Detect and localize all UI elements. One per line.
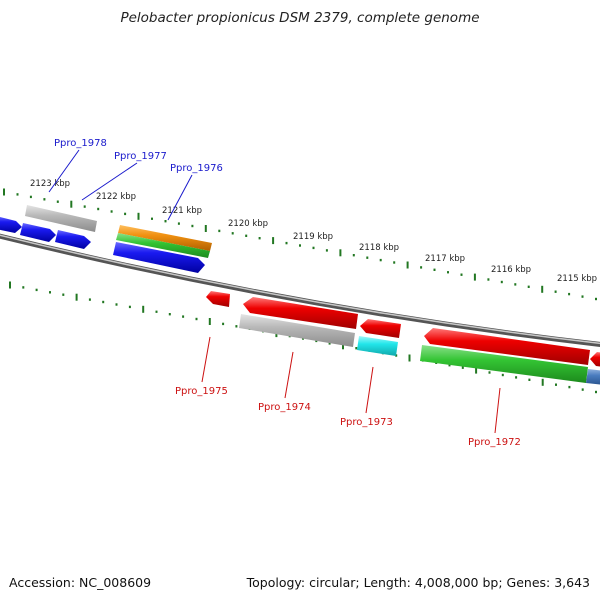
accession-label: Accession: NC_008609: [9, 575, 152, 590]
top-strand-features: [0, 205, 212, 273]
gene-block-orange[interactable]: [118, 225, 212, 251]
gene-arrow[interactable]: [113, 242, 205, 273]
gene-arrow[interactable]: [424, 328, 590, 365]
gene-block-gray[interactable]: [239, 314, 355, 347]
gene-arrow[interactable]: [0, 216, 22, 233]
gene-label-top[interactable]: Ppro_1977: [114, 151, 167, 162]
gene-arrow[interactable]: [360, 319, 401, 338]
genome-backbone: [0, 233, 600, 347]
leader-lines: [48, 149, 501, 434]
gene-block-gray[interactable]: [25, 205, 97, 232]
kbp-label: 2118 kbp: [359, 243, 399, 253]
gene-labels: Ppro_1978 Ppro_1977 Ppro_1976 Ppro_1975 …: [54, 138, 521, 448]
gene-label-bottom[interactable]: Ppro_1973: [340, 417, 393, 428]
gene-arrow[interactable]: [243, 297, 358, 329]
kbp-label: 2122 kbp: [96, 192, 136, 202]
kbp-label: 2120 kbp: [228, 219, 268, 229]
gene-label-bottom[interactable]: Ppro_1975: [175, 386, 228, 397]
kbp-label: 2123 kbp: [30, 179, 70, 189]
gene-arrow[interactable]: [55, 230, 91, 249]
kbp-label: 2121 kbp: [162, 206, 202, 216]
kbp-label: 2117 kbp: [425, 254, 465, 264]
gene-block-steel[interactable]: [586, 369, 600, 385]
topology-summary: Topology: circular; Length: 4,008,000 bp…: [246, 575, 590, 590]
gene-arrow[interactable]: [206, 291, 230, 307]
tick-row-top: [3, 188, 597, 301]
gene-block-green[interactable]: [116, 233, 210, 258]
gene-block-cyan[interactable]: [357, 336, 398, 356]
kbp-label: 2116 kbp: [491, 265, 531, 275]
kbp-labels: 2123 kbp 2122 kbp 2121 kbp 2120 kbp 2119…: [30, 179, 597, 284]
kbp-label: 2119 kbp: [293, 232, 333, 242]
map-title: Pelobacter propionicus DSM 2379, complet…: [120, 10, 480, 26]
gene-block-green[interactable]: [420, 345, 588, 383]
bottom-strand-features: [206, 291, 600, 385]
gene-arrow[interactable]: [20, 223, 56, 242]
gene-arrow[interactable]: [590, 352, 600, 367]
gene-label-bottom[interactable]: Ppro_1972: [468, 437, 521, 448]
gene-label-top[interactable]: Ppro_1976: [170, 163, 223, 174]
kbp-label: 2115 kbp: [557, 274, 597, 284]
gene-label-bottom[interactable]: Ppro_1974: [258, 402, 311, 413]
gene-label-top[interactable]: Ppro_1978: [54, 138, 107, 149]
